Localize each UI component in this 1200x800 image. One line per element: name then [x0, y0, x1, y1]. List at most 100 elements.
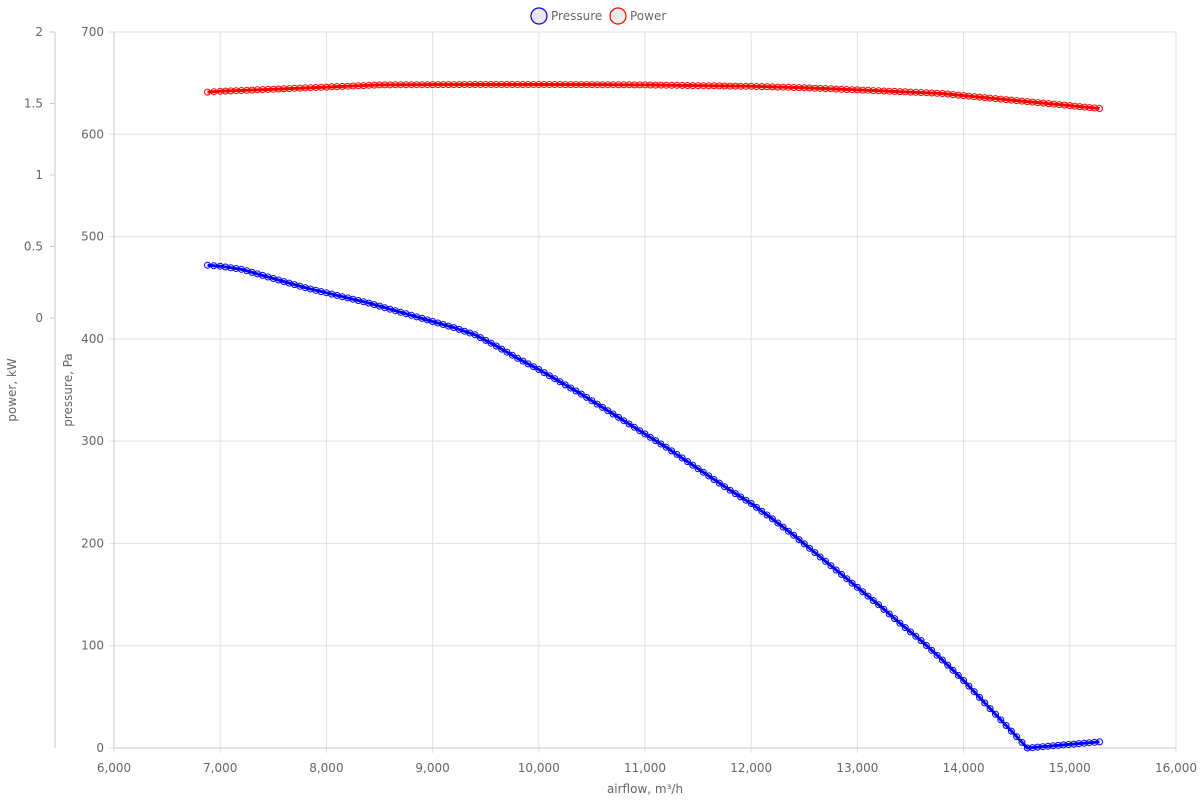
data-point-power — [285, 85, 293, 93]
data-point-power — [253, 86, 261, 94]
data-point-pressure — [1007, 727, 1015, 735]
data-point-pressure — [1049, 742, 1057, 750]
data-point-pressure — [535, 366, 543, 373]
data-point-power — [636, 81, 644, 89]
data-point-pressure — [859, 588, 867, 596]
data-point-pressure — [790, 531, 798, 539]
data-point-power — [434, 81, 442, 89]
data-point-power — [1002, 96, 1010, 104]
data-point-power — [333, 83, 341, 91]
legend-item-power[interactable]: Power — [609, 7, 666, 25]
data-point-pressure — [641, 430, 649, 438]
data-point-power — [402, 81, 410, 89]
data-point-power — [800, 84, 808, 92]
data-point-power — [376, 81, 383, 89]
data-point-pressure — [689, 461, 697, 469]
data-point-pressure — [938, 656, 946, 664]
series-layer — [204, 81, 1103, 752]
data-point-pressure — [795, 536, 803, 544]
data-point-power — [227, 87, 235, 95]
x-tick-label: 6,000 — [97, 761, 131, 775]
data-point-power — [657, 81, 665, 89]
data-point-power — [816, 84, 824, 92]
legend-label-power: Power — [630, 9, 666, 23]
data-point-power — [248, 86, 256, 94]
data-point-power — [1055, 101, 1063, 109]
data-point-power — [328, 83, 336, 91]
data-point-power — [1039, 99, 1047, 107]
data-point-pressure — [721, 483, 729, 491]
data-point-pressure — [912, 632, 920, 640]
data-point-pressure — [338, 293, 346, 301]
data-point-pressure — [668, 447, 676, 455]
data-point-power — [588, 81, 596, 89]
data-point-power — [763, 83, 771, 91]
data-point-pressure — [1023, 744, 1031, 752]
data-point-pressure — [928, 646, 936, 654]
data-point-power — [237, 87, 245, 94]
data-point-pressure — [599, 403, 606, 411]
data-point-power — [301, 84, 309, 92]
data-point-power — [291, 84, 298, 92]
x-tick-label: 7,000 — [203, 761, 237, 775]
data-point-pressure — [630, 423, 638, 431]
x-tick-label: 9,000 — [415, 761, 449, 775]
data-point-power — [838, 85, 845, 93]
data-point-power — [859, 86, 867, 94]
data-point-pressure — [1029, 744, 1036, 752]
legend-item-pressure[interactable]: Pressure — [530, 7, 602, 25]
data-point-pressure — [572, 387, 580, 395]
data-point-pressure — [625, 420, 633, 428]
x-tick-label: 14,000 — [943, 761, 985, 775]
data-point-power — [1071, 102, 1079, 110]
data-point-pressure — [811, 549, 819, 557]
data-point-power — [471, 81, 479, 88]
data-point-power — [1034, 99, 1042, 107]
data-point-pressure — [540, 369, 548, 377]
data-point-power — [726, 82, 734, 90]
x-tick-label: 12,000 — [730, 761, 772, 775]
data-point-pressure — [992, 710, 999, 718]
data-point-power — [439, 81, 447, 89]
data-point-pressure — [492, 342, 500, 350]
data-point-pressure — [954, 671, 962, 679]
data-point-power — [986, 94, 994, 102]
x-tick-label: 13,000 — [836, 761, 878, 775]
x-tick-label: 11,000 — [624, 761, 666, 775]
data-point-pressure — [1039, 743, 1047, 751]
data-point-power — [514, 81, 522, 88]
data-point-pressure — [715, 479, 723, 487]
data-point-power — [768, 83, 776, 91]
data-point-pressure — [1013, 733, 1021, 741]
data-point-pressure — [678, 454, 686, 462]
data-point-power — [577, 81, 585, 89]
data-point-power — [429, 81, 437, 89]
data-point-pressure — [652, 437, 660, 445]
data-point-pressure — [508, 351, 516, 359]
data-point-pressure — [317, 288, 325, 296]
data-point-pressure — [970, 688, 978, 696]
data-point-power — [1007, 96, 1015, 104]
data-point-power — [397, 81, 405, 89]
data-point-power — [827, 85, 835, 93]
data-point-power — [822, 85, 829, 93]
data-point-pressure — [551, 375, 559, 383]
data-point-power — [307, 84, 314, 92]
data-point-power — [1066, 102, 1074, 110]
data-point-pressure — [1096, 738, 1103, 746]
legend: Pressure Power — [530, 7, 666, 25]
data-point-pressure — [891, 615, 899, 623]
data-point-pressure — [896, 619, 904, 627]
data-point-pressure — [657, 440, 665, 448]
data-point-power — [423, 81, 431, 89]
data-point-power — [535, 81, 543, 88]
y-tick-label-power: 2 — [35, 25, 43, 39]
data-point-power — [721, 82, 729, 90]
data-point-power — [646, 81, 654, 89]
data-point-power — [896, 88, 904, 96]
data-point-power — [413, 81, 421, 89]
data-point-pressure — [216, 262, 224, 270]
data-point-pressure — [986, 705, 994, 713]
data-point-pressure — [747, 500, 755, 507]
axes: 6,000 7,000 8,000 9,000 10,000 11,000 12,000 13… — [24, 25, 1197, 775]
